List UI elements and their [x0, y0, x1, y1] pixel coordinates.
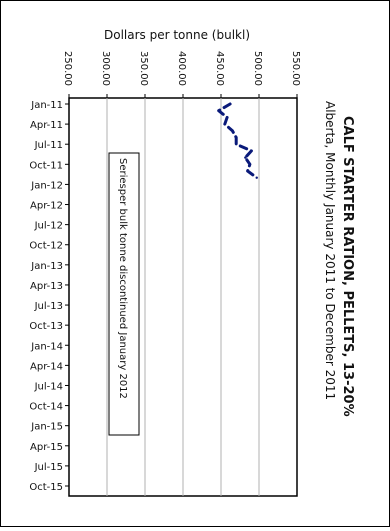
value-tick-label: 400.00: [176, 51, 187, 86]
date-tick-label: Jan-13: [30, 261, 63, 272]
chart-title: CALF STARTER RATION, PELLETS, 13-20%: [340, 116, 355, 417]
chart-subtitle-group: Alberta, Monthly January 2011 to Decembe…: [323, 101, 337, 400]
date-tick-label: Apr-11: [30, 120, 63, 131]
date-tick-label: Apr-15: [30, 442, 63, 453]
value-tick-label: 250.00: [62, 51, 73, 86]
value-tick-label: 500.00: [252, 51, 263, 86]
series-point: [231, 129, 234, 133]
chart-subtitle: Alberta, Monthly January 2011 to Decembe…: [323, 101, 337, 400]
date-tick-label: Apr-14: [30, 361, 63, 372]
series-point: [235, 136, 238, 139]
date-tick-label: Oct-15: [29, 482, 63, 493]
date-tick-label: Jul-14: [34, 381, 63, 392]
date-tick-label: Jan-12: [30, 180, 63, 191]
date-tick-label: Jul-11: [34, 140, 63, 151]
series-point: [235, 143, 238, 146]
chart-title-group: CALF STARTER RATION, PELLETS, 13-20%: [340, 116, 355, 417]
annotation-text: Seriesper bulk tonne discontinued Januar…: [117, 158, 128, 399]
date-tick-label: Oct-12: [29, 241, 63, 252]
series-point: [217, 109, 220, 112]
date-tick-label: Jan-11: [30, 100, 63, 111]
annotation-text-group: Seriesper bulk tonne discontinued Januar…: [117, 158, 128, 399]
plot-area: 250.00 300.00 350.00 400.00 450.00 500.00 550.…: [29, 51, 301, 497]
series-line: [217, 102, 259, 180]
value-tick-label: 300.00: [100, 51, 111, 86]
series-point: [244, 156, 247, 159]
y-axis-label: Dollars per tonne (bulkl): [104, 28, 250, 42]
date-tick-label: Jul-12: [34, 221, 63, 232]
value-tick-label: 350.00: [138, 51, 149, 86]
series-point: [223, 122, 226, 126]
date-tick-label: Apr-13: [30, 281, 63, 292]
series-point: [248, 163, 252, 166]
value-tick-label: 450.00: [214, 51, 225, 86]
annotation-box: [108, 152, 140, 436]
series-point: [255, 176, 258, 179]
value-tick-label: 550.00: [290, 51, 301, 86]
series-point: [246, 169, 249, 173]
date-tick-label: Jan-15: [30, 422, 63, 433]
date-tick-label: Jul-15: [34, 462, 63, 473]
series-point: [250, 149, 253, 153]
date-tick-label: Jan-14: [30, 341, 63, 352]
series-point: [228, 102, 232, 106]
date-tick-label: Oct-11: [29, 160, 63, 171]
date-tick-label: Oct-14: [29, 402, 63, 413]
date-tick-label: Jul-13: [34, 301, 63, 312]
series-point: [225, 116, 229, 119]
date-tick-label: Oct-13: [29, 321, 63, 332]
date-tick-label: Apr-12: [30, 201, 63, 212]
